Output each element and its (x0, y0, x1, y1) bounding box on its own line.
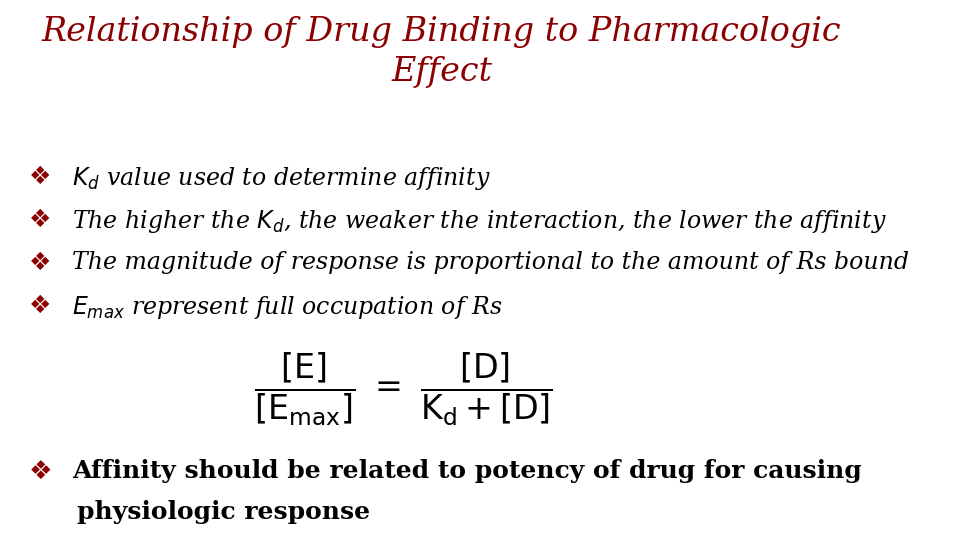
Text: ❖: ❖ (29, 208, 51, 232)
Text: $K_d$ value used to determine affinity: $K_d$ value used to determine affinity (72, 165, 491, 192)
Text: ❖: ❖ (29, 459, 53, 485)
Text: The magnitude of response is proportional to the amount of Rs bound: The magnitude of response is proportiona… (72, 251, 909, 274)
Text: $\mathsf{\dfrac{[E]}{[E_{max}]}}$$\mathsf{\ =\ }$$\mathsf{\dfrac{[D]}{K_d + [D]}: $\mathsf{\dfrac{[E]}{[E_{max}]}}$$\maths… (253, 351, 553, 428)
Text: Affinity should be related to potency of drug for causing: Affinity should be related to potency of… (72, 459, 862, 483)
Text: Relationship of Drug Binding to Pharmacologic
Effect: Relationship of Drug Binding to Pharmaco… (42, 16, 841, 87)
Text: physiologic response: physiologic response (77, 500, 370, 523)
Text: ❖: ❖ (29, 294, 51, 318)
Text: ❖: ❖ (29, 251, 51, 275)
Text: ❖: ❖ (29, 165, 51, 188)
Text: The higher the $K_d$, the weaker the interaction, the lower the affinity: The higher the $K_d$, the weaker the int… (72, 208, 887, 235)
Text: $E_{max}$ represent full occupation of Rs: $E_{max}$ represent full occupation of R… (72, 294, 502, 321)
